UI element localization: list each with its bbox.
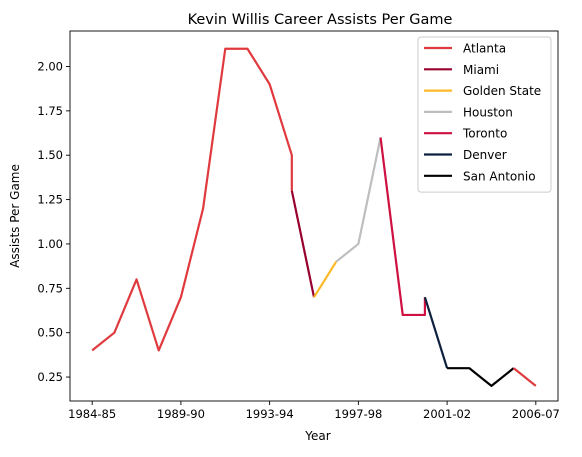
- x-tick-label: 1989-90: [157, 407, 205, 421]
- series-line-miami: [290, 190, 316, 298]
- legend-label-atlanta: Atlanta: [463, 42, 506, 56]
- y-tick-label: 1.25: [37, 193, 63, 207]
- y-tick-label: 0.50: [37, 326, 63, 340]
- x-tick-label: 1984-85: [68, 407, 116, 421]
- legend-label-miami: Miami: [463, 63, 499, 77]
- legend: Atlanta Miami Golden State Houston Toronto De…: [417, 36, 552, 193]
- y-tick-label: 1.75: [37, 104, 63, 118]
- x-tick-label: 1993-94: [246, 407, 294, 421]
- series-line-san-antonio: [447, 367, 515, 388]
- x-tick-label: 2006-07: [512, 407, 560, 421]
- series-line-golden-state: [313, 261, 338, 298]
- chart-title: Kevin Willis Career Assists Per Game: [188, 12, 453, 28]
- series-line-atlanta-2: [512, 367, 537, 387]
- y-axis-label: Assists Per Game: [8, 164, 22, 268]
- legend-label-houston: Houston: [463, 105, 513, 119]
- x-tick-label: 2001-02: [423, 407, 471, 421]
- x-tick-label: 1997-98: [334, 407, 382, 421]
- y-tick-label: 0.25: [37, 370, 63, 384]
- legend-label-san-antonio: San Antonio: [463, 169, 536, 183]
- y-tick-label: 2.00: [37, 59, 63, 73]
- series-line-houston: [335, 137, 382, 263]
- legend-label-golden-state: Golden State: [463, 84, 541, 98]
- legend-label-denver: Denver: [463, 148, 507, 162]
- y-tick-label: 0.75: [37, 281, 63, 295]
- series-line-denver: [423, 296, 449, 369]
- legend-label-toronto: Toronto: [462, 127, 507, 141]
- y-tick-label: 1.00: [37, 237, 63, 251]
- y-tick-label: 1.50: [37, 148, 63, 162]
- x-axis-label: Year: [304, 429, 330, 443]
- series-line-atlanta: [91, 47, 293, 352]
- series-line-toronto: [379, 137, 427, 317]
- plot-frame: [69, 30, 559, 402]
- legend-box: [417, 36, 552, 193]
